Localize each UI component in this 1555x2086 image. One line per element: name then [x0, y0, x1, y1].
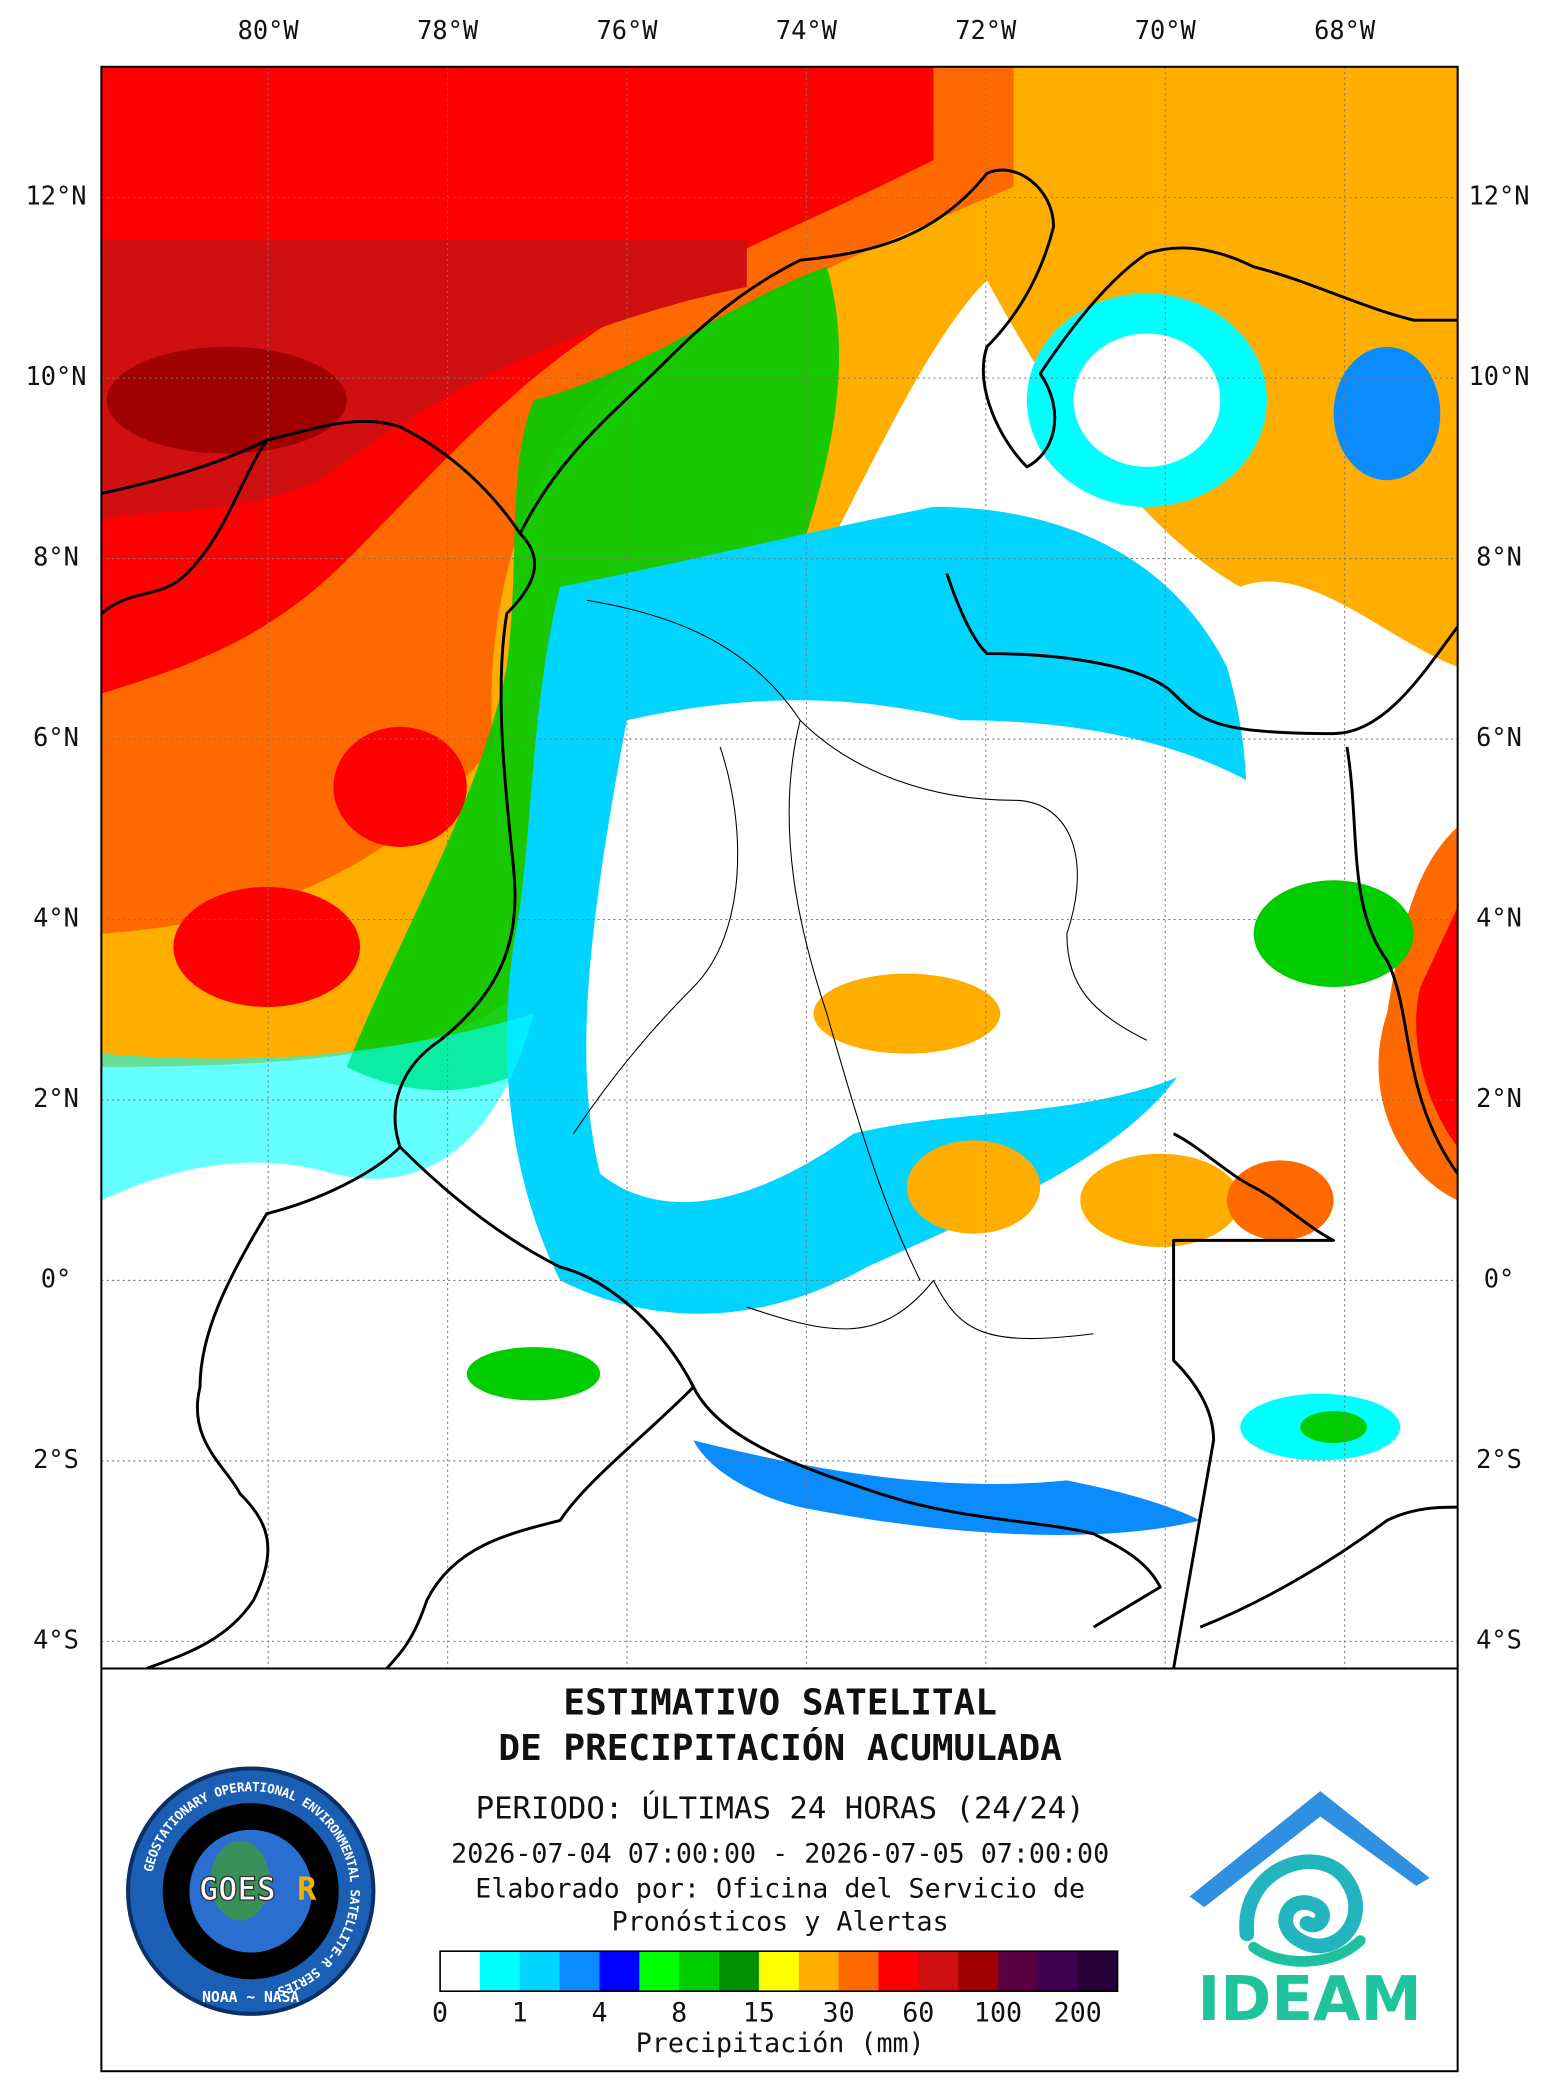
legend-label: 30	[823, 1997, 855, 2028]
graticule	[101, 66, 1458, 1669]
lon-tick-label: 76°W	[597, 15, 659, 45]
lat-tick-label: 2°N	[1476, 1083, 1522, 1113]
legend-swatch	[479, 1951, 521, 1992]
legend-label: 100	[974, 1997, 1022, 2028]
lat-tick-label: 0°	[1484, 1263, 1515, 1293]
legend-label: 8	[671, 1997, 687, 2028]
ideam-logo: IDEAM	[1189, 1791, 1430, 2035]
ideam-text: IDEAM	[1198, 1964, 1422, 2035]
legend-swatch	[838, 1951, 879, 1992]
legend-swatch	[758, 1951, 800, 1992]
colorbar-frame	[439, 1950, 1119, 1993]
legend-label: 4	[591, 1997, 607, 2028]
legend-swatch	[599, 1951, 640, 1992]
goes-text: GOES	[199, 1870, 276, 1908]
precipitation-field	[101, 66, 1458, 1669]
legend-swatch	[559, 1951, 600, 1992]
coastlines	[101, 168, 1458, 1669]
legend-swatch	[798, 1951, 840, 1992]
frame	[100, 65, 1459, 2073]
legend-label: 1	[512, 1997, 528, 2028]
lat-tick-label: 10°N	[26, 361, 87, 391]
legend-swatch	[878, 1951, 919, 1992]
lon-tick-label: 72°W	[955, 15, 1017, 45]
lat-tick-label: 2°S	[1476, 1444, 1522, 1474]
lat-tick-label: 12°N	[26, 181, 87, 211]
lat-tick-label: 0°	[41, 1263, 71, 1293]
lon-tick-label: 68°W	[1314, 15, 1376, 45]
lat-tick-label: 2°S	[33, 1444, 79, 1474]
period: PERIODO: ÚLTIMAS 24 HORAS (24/24)	[476, 1789, 1085, 1826]
lat-tick-label: 6°N	[33, 722, 79, 752]
legend-label: 200	[1054, 1997, 1102, 2028]
legend-swatch	[998, 1951, 1039, 1992]
lon-tick-label: 78°W	[417, 15, 479, 45]
credit-line: Elaborado por: Oficina del Servicio de	[475, 1873, 1085, 1904]
title-line-2: DE PRECIPITACIÓN ACUMULADA	[498, 1727, 1062, 1769]
lat-tick-label: 12°N	[1468, 181, 1529, 211]
lat-tick-label: 4°S	[1476, 1624, 1522, 1654]
legend-swatch	[918, 1951, 959, 1992]
lat-tick-label: 10°N	[1468, 361, 1529, 391]
legend-label: 15	[743, 1997, 775, 2028]
lat-tick-label: 2°N	[33, 1083, 79, 1113]
legend-label: 60	[902, 1997, 934, 2028]
legend-swatch	[1077, 1951, 1118, 1992]
legend-swatch	[719, 1951, 760, 1992]
lon-tick-label: 74°W	[776, 15, 838, 45]
lat-tick-label: 4°S	[33, 1624, 79, 1654]
legend-swatch	[958, 1951, 999, 1992]
legend-swatch	[679, 1951, 720, 1992]
goes-r-text: R	[297, 1870, 317, 1908]
colorbar: 0 1 4 8 15 30 60 100 200	[432, 1950, 1119, 2028]
lat-tick-label: 6°N	[1476, 722, 1522, 752]
lon-tick-label: 80°W	[238, 15, 300, 45]
lat-tick-label: 4°N	[1476, 903, 1522, 933]
goes-logo: GEOSTATIONARY OPERATIONAL ENVIRONMENTAL …	[126, 1766, 376, 2016]
legend-title: Precipitación (mm)	[636, 2028, 925, 2059]
credit-line: Pronósticos y Alertas	[612, 1907, 949, 1938]
lat-tick-label: 8°N	[33, 542, 79, 572]
legend-swatch	[519, 1951, 561, 1992]
title-line-1: ESTIMATIVO SATELITAL	[563, 1682, 996, 1723]
lat-tick-label: 8°N	[1476, 542, 1522, 572]
goes-agencies: NOAA ~ NASA	[202, 1989, 299, 2006]
legend-swatch	[440, 1951, 481, 1992]
lat-tick-label: 4°N	[33, 903, 79, 933]
lon-tick-label: 70°W	[1135, 15, 1197, 45]
legend-swatch	[639, 1951, 680, 1992]
legend-label: 0	[432, 1997, 448, 2028]
dates: 2026-07-04 07:00:00 - 2026-07-05 07:00:0…	[451, 1839, 1109, 1870]
legend-swatch	[1037, 1951, 1079, 1992]
